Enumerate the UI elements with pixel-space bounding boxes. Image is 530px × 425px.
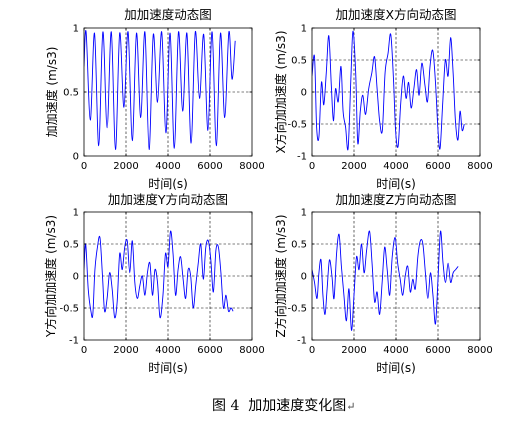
y-axis-label: X方向加加速度 (m/s3) [273,30,288,153]
subplot-jerk-y: 0 2000 4000 6000 8000-1-0.500.51 加加速度Y方向动态图 … [43,192,265,375]
axes-frame [83,211,253,341]
axes-frame [311,211,481,341]
y-tick-label: -0.5 [287,120,307,131]
y-tick-label: 0.5 [63,240,79,251]
figure-caption: 图 4 加加速度变化图↵ [212,398,355,414]
subplot-jerk-x: 0 2000 4000 6000 8000-1-0.500.51 加加速度X方向动态图 … [273,7,493,191]
x-axis-label: 时间(s) [148,361,188,375]
x-tick-label: 0 [309,345,315,356]
x-tick-label: 0 [81,345,87,356]
x-tick-label: 8000 [239,345,264,356]
series-line [312,30,465,151]
x-tick-label: 0 [309,161,315,172]
x-tick-label: 4000 [155,345,180,356]
paragraph-mark: ↵ [346,400,355,413]
caption-text: 图 4 加加速度变化图 [212,398,346,414]
axis-ticks: 0 2000 4000 6000 8000 -1 -0.5 0 0.5 1 [59,208,264,357]
y-axis-label: Y方向加加速度 (m/s3) [43,215,58,338]
series-line [84,30,236,151]
x-tick-label: 8000 [467,161,492,172]
axis-ticks: 0 2000 4000 6000 8000 -1 -0.5 0 0.5 1 [287,208,492,357]
y-tick-label: -1 [297,152,307,163]
plot-area [312,30,465,151]
x-tick-label: 8000 [467,345,492,356]
y-tick-label: 0.5 [63,88,79,99]
y-tick-label: -1 [69,336,79,347]
y-tick-label: 0 [301,88,307,99]
axes-frame [83,27,253,157]
chart-title: 加加速度X方向动态图 [335,7,456,22]
plot-area [84,230,234,319]
x-tick-label: 2000 [341,161,366,172]
series-line [84,230,234,319]
y-tick-label: 0 [73,272,79,283]
series-line [312,230,459,331]
x-tick-label: 2000 [113,345,138,356]
x-tick-label: 6000 [197,161,222,172]
x-axis-label: 时间(s) [148,177,188,191]
x-tick-label: 8000 [239,161,264,172]
x-axis-label: 时间(s) [376,177,416,191]
y-tick-label: 1 [73,208,79,219]
x-tick-label: 6000 [425,345,450,356]
x-tick-label: 2000 [341,345,366,356]
x-tick-label: 0 [81,161,87,172]
x-tick-label: 4000 [383,345,408,356]
y-tick-label: 0 [301,272,307,283]
y-tick-label: 1 [73,24,79,35]
subplot-jerk-z: 0 2000 4000 6000 8000-1-0.500.51 加加速度Z方向动态图 … [273,192,493,375]
chart-title: 加加速度Y方向动态图 [108,192,228,207]
x-tick-label: 4000 [383,161,408,172]
y-tick-label: 0 [73,152,79,163]
x-tick-label: 4000 [155,161,180,172]
chart-title: 加加速度动态图 [124,7,212,22]
y-tick-label: 0.5 [291,240,307,251]
y-tick-label: -1 [297,336,307,347]
x-tick-label: 6000 [425,161,450,172]
y-axis-label: 加加速度 (m/s3) [44,47,59,138]
plot-area [312,230,459,331]
y-tick-label: -0.5 [59,304,79,315]
axes-frame [311,27,481,157]
chart-title: 加加速度Z方向动态图 [335,192,456,207]
x-tick-label: 6000 [197,345,222,356]
axis-ticks: 0 2000 4000 6000 8000 -1 -0.5 0 0.5 1 [287,24,492,173]
x-tick-label: 2000 [113,161,138,172]
y-axis-label: Z方向加加速度 (m/s3) [273,214,288,337]
y-tick-label: 1 [301,24,307,35]
y-tick-label: -0.5 [287,304,307,315]
plot-area [84,30,236,151]
y-tick-label: 1 [301,208,307,219]
x-axis-label: 时间(s) [376,361,416,375]
subplot-jerk-magnitude: 0 2000 4000 6000 8000 0 0.5 1 加加速度动态图 时间(s) 加加速… [44,7,265,191]
y-tick-label: 0.5 [291,56,307,67]
